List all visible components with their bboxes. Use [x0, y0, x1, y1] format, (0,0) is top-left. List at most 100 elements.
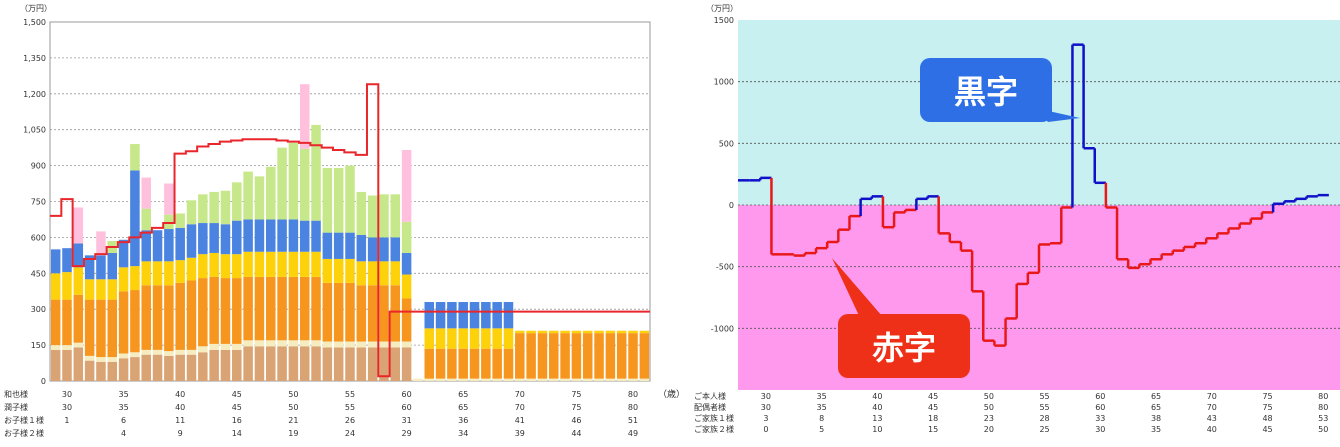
left-age-value: 50 — [288, 390, 298, 399]
bar-segment — [469, 328, 480, 349]
right-age-value: 75 — [1262, 403, 1272, 412]
left-y-tick: 150 — [31, 341, 46, 350]
bar-segment — [447, 348, 457, 379]
surplus-callout: 黒字 — [920, 58, 1080, 122]
bar-segment — [96, 361, 106, 381]
bar-segment — [605, 378, 616, 381]
right-y-tick: -500 — [716, 263, 734, 272]
right-y-tick: 1500 — [714, 16, 734, 25]
bar-segment — [435, 378, 446, 381]
bar-segment — [322, 341, 333, 348]
left-age-value: 35 — [118, 403, 128, 412]
bar-segment — [254, 219, 265, 252]
bar-segment — [220, 343, 231, 350]
left-y-tick: 1,350 — [23, 54, 46, 63]
right-age-value: 3 — [763, 414, 768, 423]
bar-segment — [164, 183, 174, 215]
left-age-value: 26 — [345, 416, 355, 425]
right-age-value: 45 — [928, 403, 938, 412]
bar-segment — [481, 348, 491, 379]
left-age-value: 14 — [232, 429, 242, 438]
left-y-tick: 450 — [31, 269, 46, 278]
right-age-value: 43 — [1207, 414, 1217, 423]
right-age-value: 35 — [1151, 425, 1161, 434]
bar-segment — [367, 195, 378, 238]
left-y-tick: 900 — [31, 162, 46, 171]
left-age-value: 39 — [515, 429, 525, 438]
left-age-value: 80 — [628, 390, 638, 399]
bar-segment — [96, 299, 106, 358]
bar-segment — [220, 278, 231, 344]
bar-segment — [515, 378, 525, 381]
bar-segment — [492, 378, 502, 381]
bar-segment — [254, 346, 265, 381]
bar-segment — [266, 219, 276, 252]
bar-segment — [560, 378, 570, 381]
bar-segment — [277, 276, 287, 341]
bar-segment — [458, 378, 468, 381]
left-age-value: 70 — [515, 390, 525, 399]
bar-segment — [549, 378, 559, 381]
bar-segment — [616, 333, 627, 379]
bar-segment — [186, 349, 197, 355]
bar-segment — [299, 346, 310, 381]
bar-segment — [481, 302, 491, 329]
bar-segment — [186, 200, 197, 225]
bar-segment — [356, 347, 367, 381]
bar-segment — [311, 124, 321, 221]
bar-segment — [266, 340, 276, 347]
bar-segment — [424, 378, 434, 381]
bar-segment — [198, 278, 208, 347]
right-age-value: 23 — [984, 414, 994, 423]
bar-segment — [266, 166, 276, 220]
left-age-table: 和也様 30 35 40 45 50 55 60 65 70 75 80 潤子様 30 35 40 45 50 55… — [4, 389, 638, 438]
bar-segment — [164, 285, 174, 352]
left-x-axis-label: （歳） — [658, 388, 685, 400]
bar-segment — [424, 302, 434, 329]
bar-segment — [107, 299, 118, 358]
bar-segment — [503, 378, 514, 381]
bar-segment — [390, 237, 401, 262]
bar-segment — [379, 261, 389, 286]
bar-segment — [435, 302, 446, 329]
bar-segment — [345, 282, 355, 342]
bar-segment — [62, 345, 72, 350]
bar-segment — [62, 248, 72, 273]
bar-segment — [130, 352, 140, 358]
bar-segment — [50, 299, 61, 346]
bar-segment — [628, 330, 638, 334]
bar-segment — [605, 330, 616, 334]
bar-segment — [447, 378, 457, 381]
bar-segment — [130, 357, 140, 381]
left-age-value: 29 — [402, 429, 412, 438]
bar-segment — [198, 223, 208, 255]
bar-segment — [537, 333, 548, 379]
bar-segment — [537, 330, 548, 334]
left-age-row-label: お子様１様 — [4, 415, 44, 425]
bar-segment — [277, 251, 287, 277]
bar-segment — [616, 330, 627, 334]
right-y-tick: 500 — [719, 139, 734, 148]
bar-segment — [435, 348, 446, 379]
bar-segment — [84, 255, 95, 280]
left-age-value: 19 — [288, 429, 298, 438]
bar-segment — [356, 341, 367, 348]
bar-segment — [73, 347, 84, 381]
right-y-axis-label: （万円） — [706, 4, 738, 13]
left-age-row-label: 潤子様 — [4, 402, 28, 412]
bar-segment — [73, 267, 84, 295]
right-age-value: 50 — [984, 403, 994, 412]
bar-segment — [345, 258, 355, 283]
bar-segment — [164, 261, 174, 286]
bar-segment — [469, 302, 480, 329]
bar-segment — [356, 235, 367, 262]
bar-segment — [367, 347, 378, 381]
bar-segment — [322, 347, 333, 381]
bar-segment — [526, 378, 536, 381]
bar-segment — [311, 346, 321, 381]
right-age-value: 20 — [984, 425, 994, 434]
bar-segment — [639, 333, 650, 379]
bar-segment — [73, 207, 84, 244]
bar-segment — [333, 232, 344, 259]
right-age-value: 5 — [819, 425, 824, 434]
